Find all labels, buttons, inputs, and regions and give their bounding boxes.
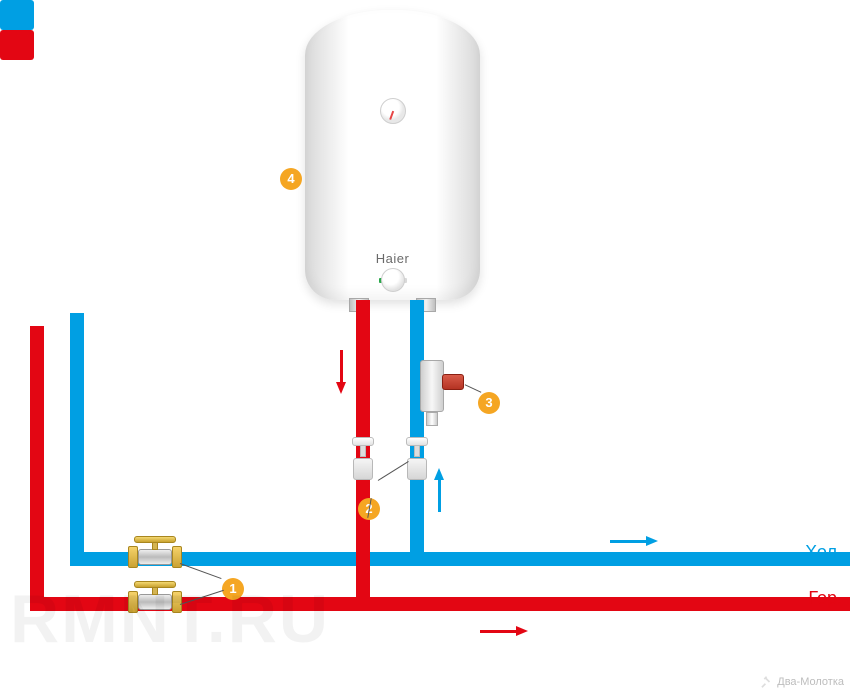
- cold-main-horizontal: [70, 552, 850, 566]
- shutoff-valve-hot: [350, 440, 376, 480]
- water-heater: Haier: [305, 10, 480, 300]
- safety-relief-valve: [420, 360, 470, 420]
- callout-badge-4: 4: [280, 168, 302, 190]
- label-hot: Гор.: [808, 588, 842, 609]
- watermark-large: RMNT.RU: [10, 580, 330, 658]
- callout-badge-3: 3: [478, 392, 500, 414]
- temperature-knob: [381, 268, 405, 292]
- cold-riser-left: [70, 313, 84, 565]
- cold-inlet-pipe-upper: [410, 300, 424, 360]
- hot-tee: [0, 30, 34, 60]
- watermark-small: Два-Молотка: [759, 675, 844, 689]
- diagram-canvas: Haier 1 2: [0, 0, 850, 693]
- flow-arrow-hot-down-tail: [340, 350, 343, 382]
- hammer-icon: [759, 675, 773, 689]
- hot-riser-left: [30, 326, 44, 611]
- flow-arrow-cold-main-head: [646, 536, 658, 546]
- hot-outlet-pipe: [356, 300, 370, 460]
- flow-arrow-hot-down-head: [336, 382, 346, 394]
- flow-arrow-hot-main-head: [516, 626, 528, 636]
- heater-brand: Haier: [376, 251, 410, 266]
- flow-arrow-hot-main-tail: [480, 630, 516, 633]
- cold-tee: [0, 0, 34, 30]
- ball-valve-cold: [128, 542, 182, 572]
- flow-arrow-cold-main-tail: [610, 540, 646, 543]
- flow-arrow-cold-up-tail: [438, 480, 441, 512]
- label-cold: Хол.: [805, 542, 842, 563]
- thermometer-gauge: [380, 98, 406, 124]
- flow-arrow-cold-up-head: [434, 468, 444, 480]
